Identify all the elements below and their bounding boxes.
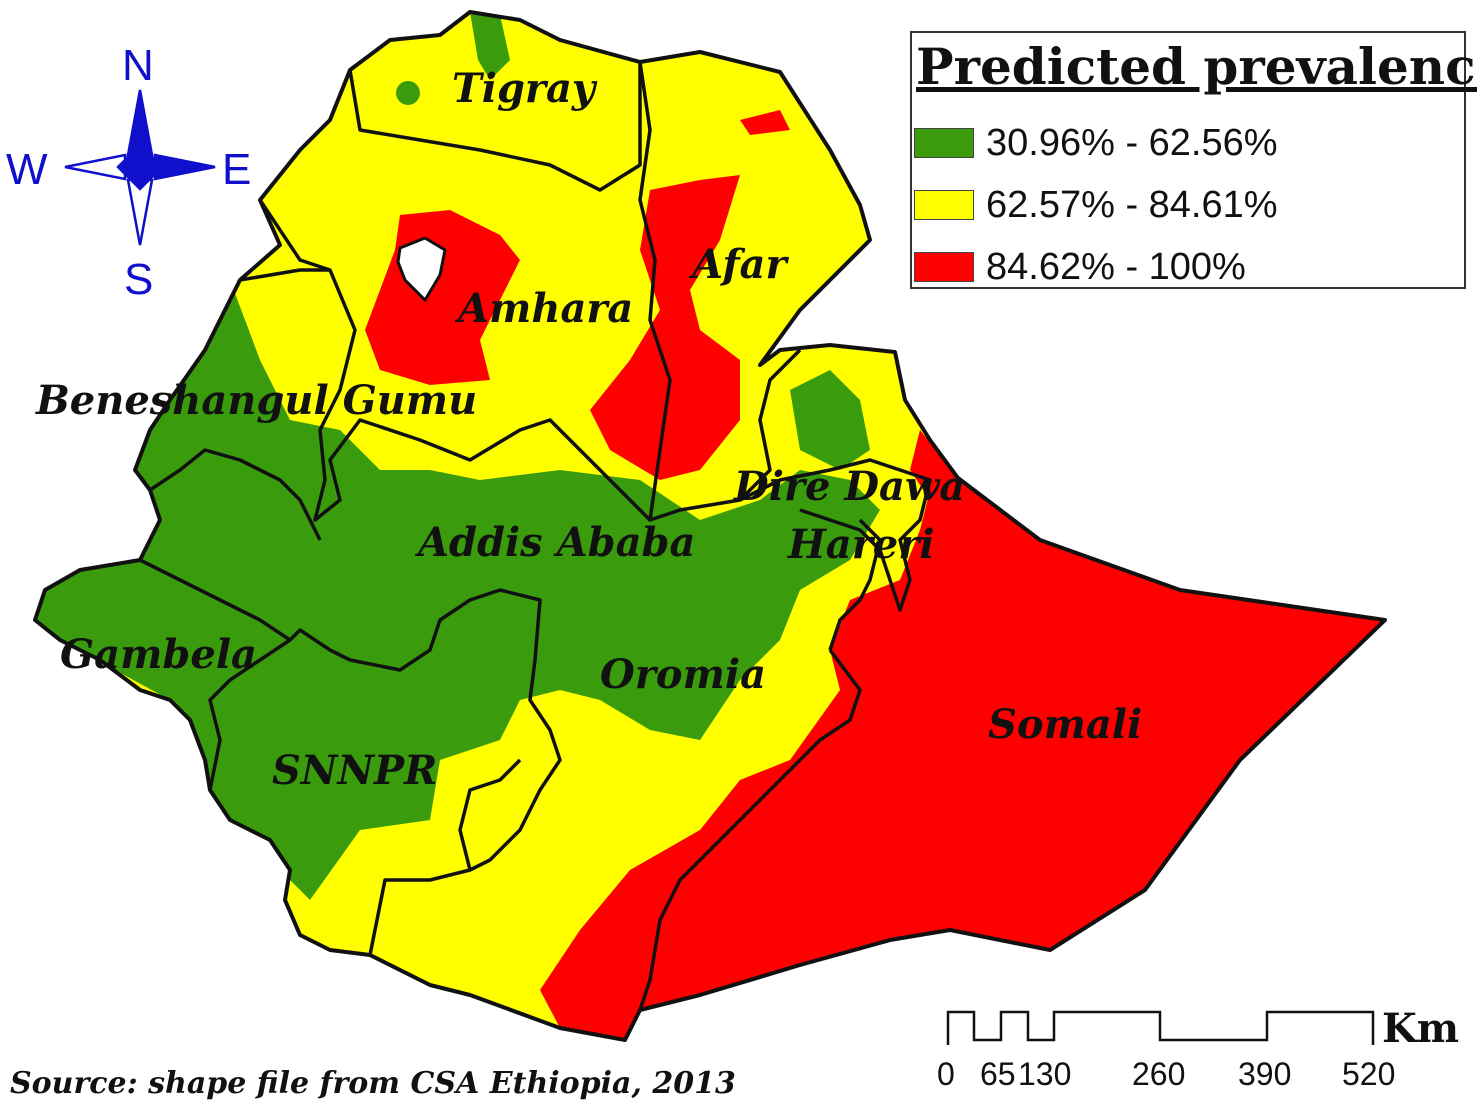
region-label-addis-ababa: Addis Ababa — [414, 519, 695, 566]
zone-red-afar — [590, 175, 740, 480]
scale-tick-3: 260 — [1132, 1056, 1185, 1092]
legend: Predicted prevalence 30.96% - 62.56% 62.… — [910, 31, 1477, 289]
source-note: Source: shape file from CSA Ethiopia, 20… — [10, 1066, 736, 1101]
region-label-snnpr: SNNPR — [272, 747, 437, 794]
compass-label-s: S — [124, 255, 153, 304]
scale-bar — [946, 1010, 1375, 1045]
region-label-beneshangul: Beneshangul Gumu — [35, 377, 477, 424]
legend-label-low: 30.96% - 62.56% — [986, 121, 1278, 164]
boundary-gambela — [139, 558, 292, 791]
zone-red-afar-north — [740, 110, 790, 135]
boundary-somali-west — [828, 518, 882, 651]
legend-title: Predicted prevalence — [916, 37, 1477, 96]
region-label-oromia: Oromia — [600, 651, 766, 698]
zone-red-somali — [540, 478, 1385, 1040]
compass-arrow-west — [64, 153, 127, 181]
legend-swatch-low — [914, 128, 974, 158]
scale-tick-0: 0 — [937, 1056, 955, 1092]
zone-green-hareri — [790, 370, 870, 470]
scale-tick-2: 130 — [1018, 1056, 1071, 1092]
legend-item-mid: 62.57% - 84.61% — [914, 183, 1278, 226]
region-boundaries — [139, 61, 932, 1011]
scale-tick-1: 65 — [980, 1056, 1016, 1092]
boundary-dire-dawa — [739, 458, 932, 612]
boundary-oromia-east — [638, 648, 862, 1011]
scale-tick-5: 520 — [1342, 1056, 1395, 1092]
legend-swatch-high — [914, 252, 974, 282]
region-label-hareri: Hareri — [787, 521, 935, 568]
legend-swatch-mid — [914, 190, 974, 220]
boundary-tigray — [348, 62, 642, 192]
compass-center — [116, 143, 164, 191]
region-label-somali: Somali — [988, 701, 1142, 748]
compass-rose — [64, 89, 216, 246]
legend-label-high: 84.62% - 100% — [986, 245, 1246, 288]
region-label-dire-dawa: Dire Dawa — [733, 463, 965, 510]
region-label-afar: Afar — [688, 241, 789, 288]
boundary-afar-west — [638, 61, 802, 522]
region-label-tigray: Tigray — [452, 65, 598, 112]
legend-item-low: 30.96% - 62.56% — [914, 121, 1278, 164]
compass-label-w: W — [6, 145, 48, 194]
zone-green-tigray — [470, 12, 510, 80]
zone-red-dire-dawa-edge — [910, 430, 958, 500]
scale-tick-4: 390 — [1238, 1056, 1291, 1092]
region-label-amhara: Amhara — [454, 285, 633, 332]
boundary-amhara-south — [258, 199, 652, 522]
compass-label-e: E — [222, 145, 251, 194]
region-label-gambela: Gambela — [60, 631, 257, 678]
compass-arrow-east — [153, 153, 216, 181]
legend-label-mid: 62.57% - 84.61% — [986, 183, 1278, 226]
legend-item-high: 84.62% - 100% — [914, 245, 1246, 288]
zone-green-tigray-spot — [396, 81, 420, 105]
country-outline — [33, 10, 1387, 1042]
boundary-snnpr — [288, 588, 562, 956]
lake-tana — [396, 236, 447, 303]
scale-bar-line — [946, 1010, 1375, 1045]
compass-label-n: N — [122, 41, 154, 90]
boundary-beneshangul — [149, 268, 330, 541]
scale-unit: Km — [1382, 1005, 1459, 1052]
